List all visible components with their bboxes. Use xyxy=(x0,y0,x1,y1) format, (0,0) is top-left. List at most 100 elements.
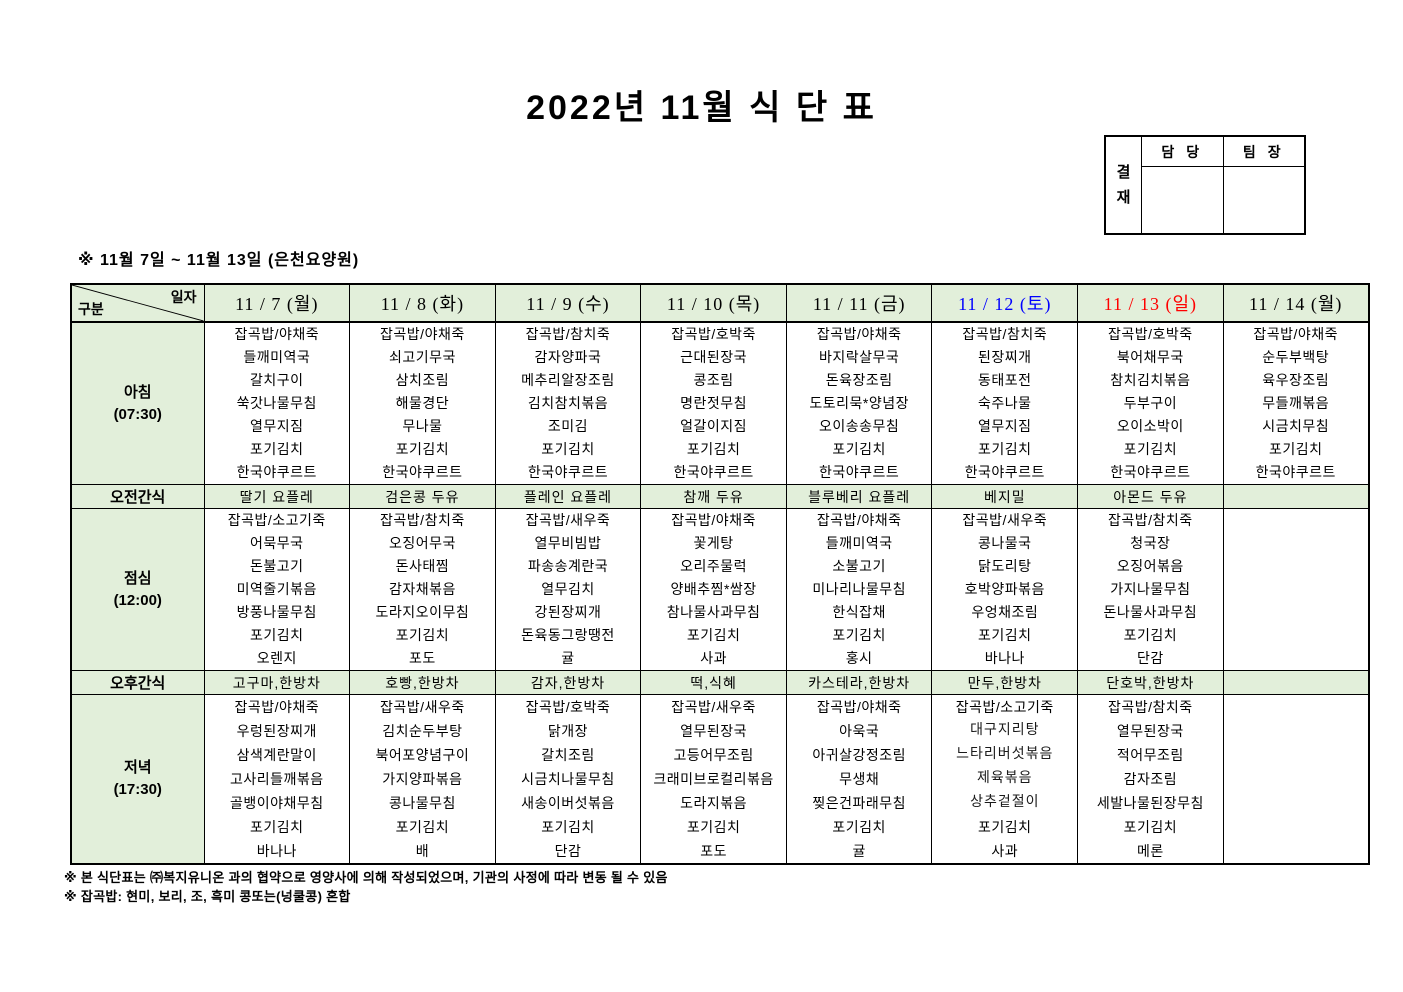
menu-item: 사과 xyxy=(991,843,1019,859)
menu-item: 돈육장조림 xyxy=(825,372,893,388)
menu-item: 열무비빔밥 xyxy=(534,535,602,551)
menu-item: 포기김치 xyxy=(832,441,886,457)
menu-item: 양배추찜*쌈장 xyxy=(670,581,757,597)
menu-item: 한국야쿠르트 xyxy=(673,464,754,480)
meal-cell-lunch-4: 잡곡밥/야채죽 꽃게탕 오리주물럭 양배추찜*쌈장 참나물사과무침 포기김치 사과 xyxy=(640,508,787,671)
menu-item: 포기김치 xyxy=(1268,441,1323,457)
meal-cell-lunch-2: 잡곡밥/참치죽 오징어무국 돈사태찜 감자채볶음 도라지오이무침 포기김치 포도 xyxy=(349,508,496,671)
menu-item: 파송송계란국 xyxy=(527,558,609,574)
menu-item: 김치참치볶음 xyxy=(527,395,609,411)
menu-item: 포기김치 xyxy=(686,627,741,643)
snack-cell-afternoon-snack-7: 단호박,한방차 xyxy=(1077,670,1224,695)
menu-item: 오징어볶음 xyxy=(1116,558,1184,574)
date-header-3: 11 / 9 (수) xyxy=(494,283,642,323)
row-morning-snack: 오전간식 딸기 요플레 검은콩 두유 플레인 요플레 참깨 두유 블루베리 요플레 베지밀 아… xyxy=(70,484,1370,509)
approval-side-label: 결재 xyxy=(1106,137,1142,233)
menu-item: 오이송송무침 xyxy=(819,418,900,434)
menu-item: 도토리묵*양념장 xyxy=(809,395,909,411)
menu-item: 바나나 xyxy=(256,843,297,859)
menu-item: 잡곡밥/소고기죽 xyxy=(227,512,326,528)
menu-item: 된장찌개 xyxy=(978,349,1032,365)
menu-item: 단감 xyxy=(554,843,582,859)
menu-item: 제육볶음 xyxy=(977,771,1033,786)
menu-item: 참나물사과무침 xyxy=(666,604,761,620)
row-label-lunch: 점심 (12:00) xyxy=(70,508,205,671)
menu-item: 찢은건파래무침 xyxy=(812,795,906,811)
menu-item: 삼치조림 xyxy=(395,372,450,388)
menu-item: 세발나물된장무침 xyxy=(1096,795,1204,811)
menu-item: 잡곡밥/호박죽 xyxy=(671,326,756,342)
meal-cell-breakfast-2: 잡곡밥/야채죽 쇠고기무국 삼치조림 해물경단 무나물 포기김치 한국야쿠르트 xyxy=(349,321,496,485)
meal-cell-lunch-5: 잡곡밥/야채죽 들깨미역국 소불고기 미나리나물무침 한식잡채 포기김치 홍시 xyxy=(785,508,933,671)
menu-item: 포기김치 xyxy=(541,441,595,457)
menu-item: 귤 xyxy=(852,843,866,859)
date-header-row: 일자 구분 11 / 7 (월) 11 / 8 (화) 11 / 9 (수) 11 /… xyxy=(70,283,1370,323)
menu-item: 잡곡밥/새우죽 xyxy=(380,699,465,715)
approval-signature-cell-timjang xyxy=(1224,167,1305,233)
menu-item: 들깨미역국 xyxy=(243,349,311,365)
menu-item: 오렌지 xyxy=(256,650,297,666)
snack-cell-morning-snack-1: 딸기 요플레 xyxy=(203,484,351,509)
menu-item: 배 xyxy=(415,843,430,859)
approval-signature-cell-damdang xyxy=(1142,167,1224,233)
approval-signature-row xyxy=(1142,167,1304,233)
menu-item: 포기김치 xyxy=(541,819,595,835)
menu-item: 메론 xyxy=(1136,843,1164,859)
row-label-text: 오후간식 xyxy=(110,675,166,692)
snack-cell-morning-snack-6: 베지밀 xyxy=(931,484,1079,509)
date-header-2: 11 / 8 (화) xyxy=(349,283,496,323)
meal-cell-dinner-2: 잡곡밥/새우죽 김치순두부탕 북어포양념구이 가지양파볶음 콩나물무침 포기김치 배 xyxy=(349,694,496,865)
menu-item: 열무지짐 xyxy=(250,418,304,434)
footnote-2: ※ 잡곡밥: 현미, 보리, 조, 흑미 콩또는(넝쿨콩) 혼합 xyxy=(64,889,351,904)
menu-item: 한국야쿠르트 xyxy=(964,464,1045,480)
menu-item: 갈치구이 xyxy=(250,372,304,388)
corner-cell: 일자 구분 xyxy=(70,283,205,323)
snack-cell-morning-snack-3: 플레인 요플레 xyxy=(494,484,642,509)
menu-item: 북어채무국 xyxy=(1116,349,1184,365)
menu-item: 포도 xyxy=(409,650,436,666)
row-label-time: (12:00) xyxy=(113,591,162,609)
meal-cell-dinner-5: 잡곡밥/야채죽 아욱국 아귀살강정조림 무생채 찢은건파래무침 포기김치 귤 xyxy=(785,694,933,865)
page-title: 2022년 11월 식 단 표 xyxy=(526,89,877,127)
menu-item: 잡곡밥/새우죽 xyxy=(962,512,1048,528)
row-label-time: (17:30) xyxy=(113,781,162,798)
menu-item: 잡곡밥/호박죽 xyxy=(525,699,611,715)
menu-item: 순두부백탕 xyxy=(1262,349,1330,365)
menu-item: 바지락살무국 xyxy=(819,349,900,365)
menu-item: 시금치무침 xyxy=(1262,418,1330,434)
snack-cell-afternoon-snack-1: 고구마,한방차 xyxy=(203,670,351,695)
menu-item: 크래미브로컬리볶음 xyxy=(653,771,774,787)
menu-item: 잡곡밥/참치죽 xyxy=(525,326,611,342)
date-header-7: 11 / 13 (일) xyxy=(1077,283,1224,323)
meal-cell-lunch-7: 잡곡밥/참치죽 청국장 오징어볶음 가지나물무침 돈나물사과무침 포기김치 단감 xyxy=(1077,508,1224,671)
date-header-5: 11 / 11 (금) xyxy=(785,283,933,323)
snack-cell-morning-snack-7: 아몬드 두유 xyxy=(1077,484,1224,509)
meal-cell-breakfast-8: 잡곡밥/야채죽 순두부백탕 육우장조림 무들깨볶음 시금치무침 포기김치 한국야쿠르트 xyxy=(1222,321,1370,485)
menu-item: 육우장조림 xyxy=(1262,372,1330,388)
date-header-4: 11 / 10 (목) xyxy=(640,283,787,323)
meal-cell-lunch-1: 잡곡밥/소고기죽 어묵무국 돈불고기 미역줄기볶음 방풍나물무침 포기김치 오렌지 xyxy=(203,508,351,671)
menu-item: 잡곡밥/야채죽 xyxy=(816,326,902,342)
snack-cell-afternoon-snack-4: 떡,식혜 xyxy=(640,670,787,695)
menu-item: 잡곡밥/소고기죽 xyxy=(955,699,1054,715)
approval-header: 담 당 팀 장 xyxy=(1142,137,1304,167)
menu-item: 참치김치볶음 xyxy=(1110,372,1191,388)
menu-item: 돈사태찜 xyxy=(395,558,450,574)
menu-item: 무생채 xyxy=(839,771,880,787)
menu-item: 감자채볶음 xyxy=(388,581,456,597)
menu-item: 잡곡밥/참치죽 xyxy=(962,326,1048,342)
menu-item: 우엉채조림 xyxy=(971,604,1039,620)
meal-cell-dinner-7: 잡곡밥/참치죽 열무된장국 적어무조림 감자조림 세발나물된장무침 포기김치 메론 xyxy=(1077,694,1224,865)
meal-plan-table: 일자 구분 11 / 7 (월) 11 / 8 (화) 11 / 9 (수) 11 /… xyxy=(70,283,1370,865)
menu-item: 한식잡채 xyxy=(832,604,886,620)
menu-item: 청국장 xyxy=(1130,535,1171,551)
meal-cell-dinner-4: 잡곡밥/새우죽 열무된장국 고등어무조림 크래미브로컬리볶음 도라지볶음 포기김치 포도 xyxy=(640,694,787,865)
approval-box: 결재 담 당 팀 장 xyxy=(1104,135,1306,235)
approval-col-timjang: 팀 장 xyxy=(1242,143,1285,160)
menu-item: 열무지짐 xyxy=(978,418,1032,434)
menu-item: 포기김치 xyxy=(686,441,741,457)
menu-item: 닭개장 xyxy=(547,723,589,739)
menu-item: 열무된장국 xyxy=(1116,723,1184,739)
menu-item: 도라지볶음 xyxy=(680,795,748,811)
menu-item: 잡곡밥/야채죽 xyxy=(671,512,756,528)
